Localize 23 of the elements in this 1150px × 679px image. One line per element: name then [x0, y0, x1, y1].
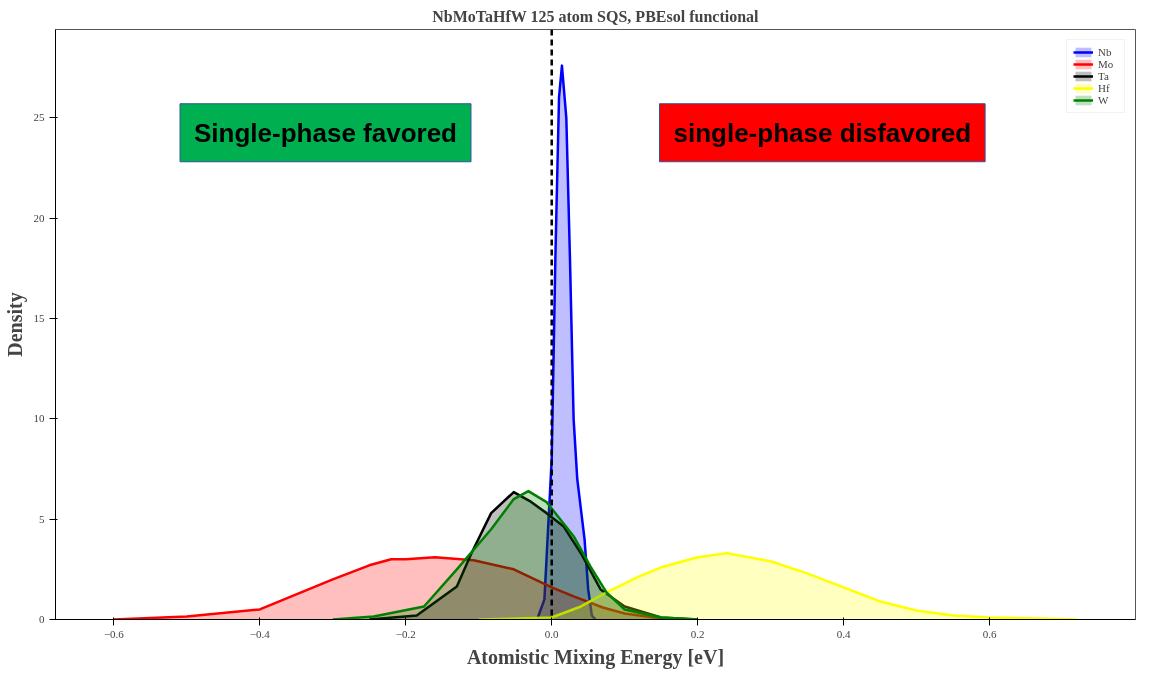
y-tick-label: 15 [33, 311, 45, 324]
x-tick-label: 0.2 [690, 627, 705, 640]
y-tick-label: 25 [33, 111, 45, 124]
x-axis-title: Atomistic Mixing Energy [eV] [466, 645, 725, 669]
y-tick-label: 5 [39, 512, 45, 525]
x-tick-label: 0.6 [982, 627, 997, 640]
annotation: Single-phase favored [194, 117, 457, 148]
legend-label: Mo [1098, 58, 1115, 70]
legend-label: W [1098, 94, 1110, 106]
y-axis-title: Density [3, 292, 27, 357]
x-tick-label: −0.4 [249, 627, 271, 640]
x-tick-label: −0.6 [103, 627, 125, 640]
x-tick-label: 0.4 [836, 627, 851, 640]
x-tick-label: −0.2 [395, 627, 416, 640]
chart-title: NbMoTaHfW 125 atom SQS, PBEsol functional [432, 7, 760, 25]
y-tick-label: 10 [33, 412, 45, 425]
legend-label: Ta [1098, 70, 1110, 82]
legend-label: Nb [1098, 46, 1113, 58]
x-tick-label: 0.0 [544, 627, 560, 640]
annotation: single-phase disfavored [673, 117, 972, 148]
legend-label: Hf [1098, 82, 1111, 94]
y-tick-label: 20 [33, 211, 45, 224]
y-tick-label: 0 [39, 613, 45, 625]
